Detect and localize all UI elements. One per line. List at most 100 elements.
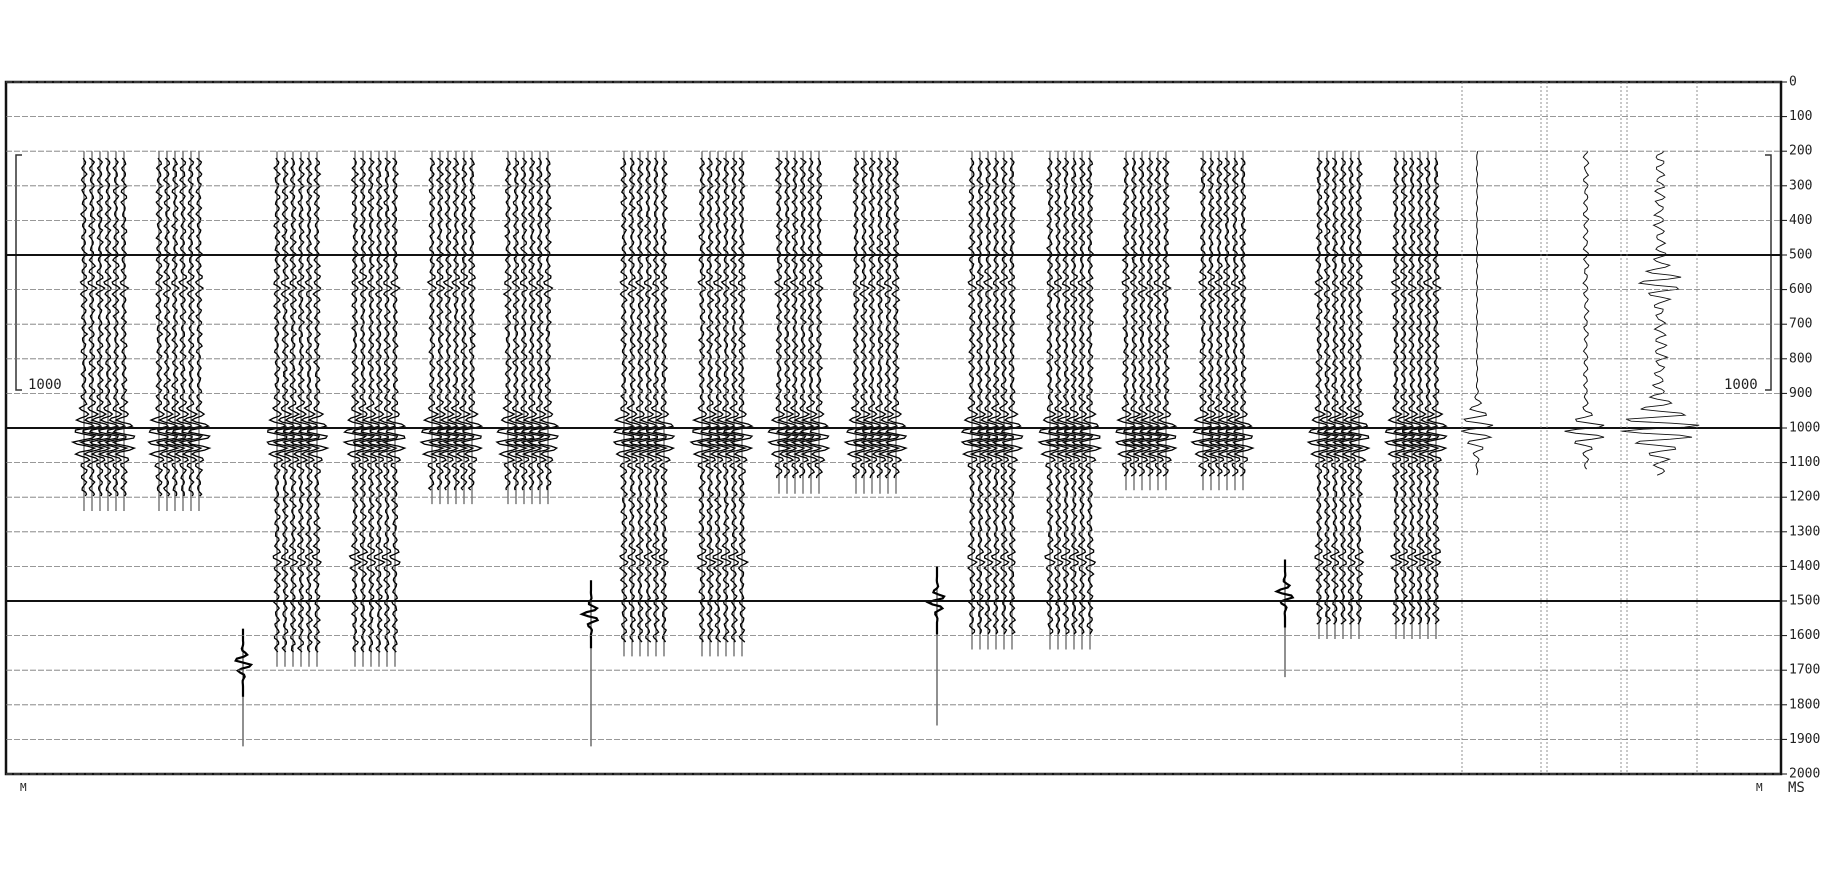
trace — [1198, 157, 1223, 477]
trace — [652, 157, 676, 643]
trace — [1306, 157, 1332, 625]
y-tick-label: 1700 — [1789, 663, 1820, 678]
y-tick-label: 500 — [1789, 248, 1812, 263]
y-tick-label: 1900 — [1789, 732, 1820, 747]
trace — [526, 157, 551, 491]
trace — [1347, 157, 1371, 625]
trace — [860, 157, 884, 479]
trace — [1000, 157, 1024, 635]
trace — [1071, 157, 1094, 635]
trace — [867, 157, 892, 479]
trace — [1137, 157, 1162, 477]
trace — [272, 157, 298, 653]
trace — [1423, 157, 1448, 625]
trace — [966, 157, 993, 635]
trace — [351, 157, 376, 653]
trace — [366, 157, 392, 653]
y-tick-label: 200 — [1789, 144, 1812, 159]
trace — [70, 157, 97, 497]
y-tick-label: 800 — [1789, 351, 1812, 366]
left-scale-bar — [15, 154, 22, 391]
bottom-label: M — [1756, 781, 1763, 794]
y-tick-label: 300 — [1789, 178, 1812, 193]
trace — [178, 157, 203, 497]
wavelet — [579, 580, 600, 649]
y-tick-label: 1600 — [1789, 628, 1820, 643]
trace — [1208, 157, 1231, 477]
trace — [852, 157, 876, 479]
y-tick-label: 1100 — [1789, 455, 1820, 470]
trace — [520, 157, 545, 491]
trace — [169, 157, 195, 497]
trace — [696, 157, 722, 643]
trace — [1078, 157, 1103, 635]
wavelet — [1273, 559, 1295, 628]
wavelet — [234, 628, 254, 697]
trace — [1323, 157, 1348, 625]
trace — [976, 157, 1000, 635]
y-tick-label: 400 — [1789, 213, 1812, 228]
log-trace — [1460, 151, 1494, 476]
trace — [289, 157, 314, 653]
trace — [1214, 157, 1240, 477]
trace — [960, 157, 985, 635]
trace — [96, 157, 121, 497]
trace — [714, 157, 737, 643]
trace — [1331, 157, 1355, 625]
y-tick-label: 0 — [1789, 75, 1797, 90]
trace — [186, 157, 212, 497]
trace — [689, 157, 715, 643]
trace — [1232, 157, 1255, 477]
right-scale-bar — [1765, 154, 1772, 391]
bottom-label: M — [20, 781, 27, 794]
trace — [155, 157, 180, 497]
trace — [381, 157, 407, 653]
trace — [111, 157, 137, 497]
log-trace — [1564, 150, 1605, 470]
y-tick-label: 1000 — [1789, 421, 1820, 436]
log-trace — [1621, 150, 1700, 476]
y-tick-label: 1500 — [1789, 594, 1820, 609]
trace — [1190, 157, 1216, 477]
trace — [721, 157, 748, 643]
trace — [78, 157, 105, 497]
trace — [1037, 157, 1061, 635]
y-tick-label: 600 — [1789, 282, 1812, 297]
trace — [1316, 157, 1339, 625]
y-tick-label: 1200 — [1789, 490, 1820, 505]
trace — [104, 157, 129, 497]
y-tick-label: 900 — [1789, 386, 1812, 401]
trace — [805, 157, 831, 479]
axis-label: MS — [1788, 780, 1805, 796]
y-tick-label: 1300 — [1789, 524, 1820, 539]
y-tick-label: 2000 — [1789, 767, 1820, 782]
trace — [983, 157, 1009, 635]
trace — [305, 157, 330, 653]
trace — [1054, 157, 1079, 635]
trace — [729, 157, 754, 643]
trace — [1145, 157, 1171, 477]
left-scale-label: 1000 — [28, 377, 62, 393]
trace — [358, 157, 384, 653]
trace — [884, 157, 908, 479]
trace — [1391, 157, 1417, 625]
right-scale-label: 1000 — [1724, 377, 1758, 393]
trace — [512, 157, 537, 491]
traces — [70, 150, 1700, 747]
trace — [798, 157, 823, 479]
trace — [147, 157, 170, 497]
trace — [537, 157, 560, 491]
trace — [612, 157, 637, 643]
trace — [620, 157, 645, 643]
trace — [1223, 157, 1247, 477]
trace — [282, 157, 306, 653]
trace — [636, 157, 661, 643]
trace — [628, 157, 653, 643]
trace — [1383, 157, 1408, 625]
y-tick-label: 100 — [1789, 109, 1812, 124]
trace — [1129, 157, 1154, 477]
trace — [775, 157, 799, 479]
trace — [1415, 157, 1440, 625]
trace — [1401, 157, 1425, 625]
